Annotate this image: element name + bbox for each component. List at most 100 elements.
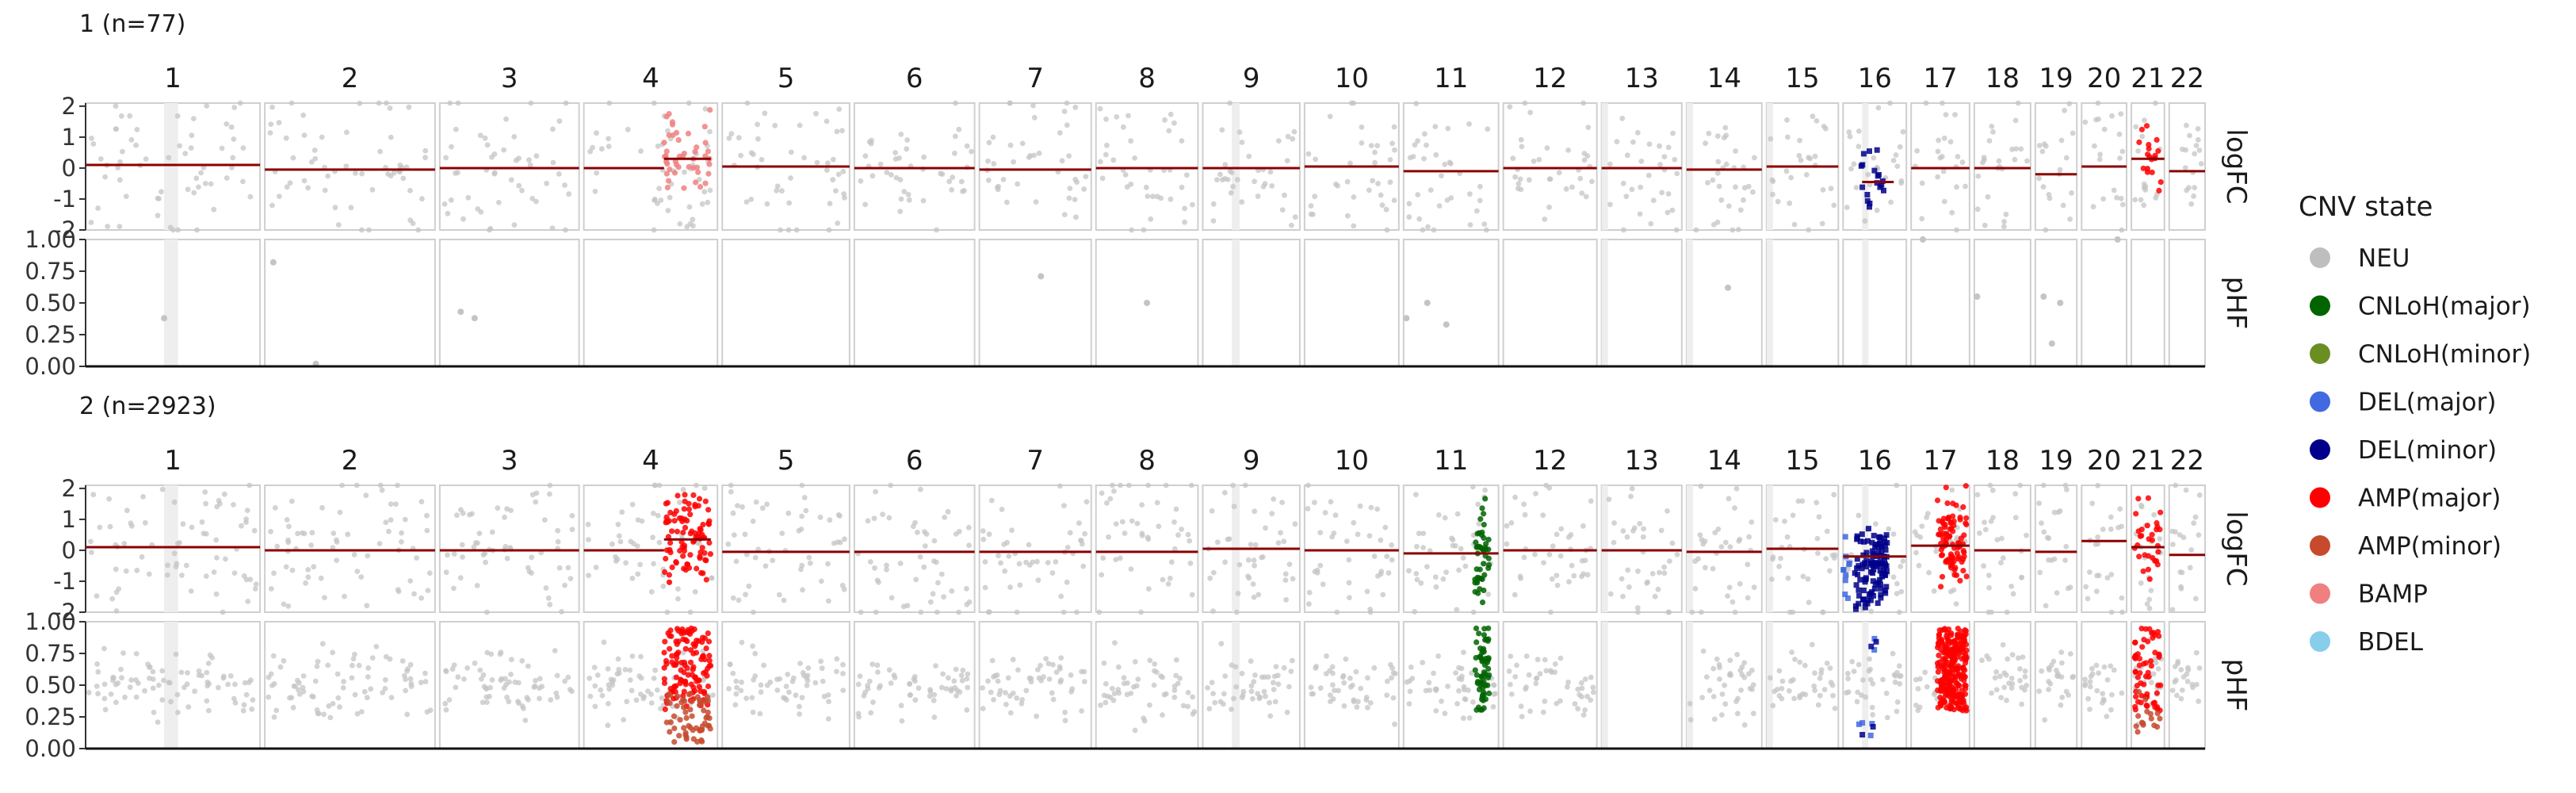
data-point	[897, 561, 904, 566]
data-point	[1408, 664, 1414, 670]
data-point	[1890, 158, 1897, 163]
data-point	[702, 140, 709, 146]
data-point	[219, 145, 225, 151]
data-point	[1472, 667, 1478, 673]
data-point	[1252, 542, 1259, 548]
data-point	[321, 711, 327, 718]
data-point	[107, 523, 113, 530]
data-point	[1867, 676, 1874, 683]
data-point	[1245, 573, 1251, 580]
data-point	[562, 182, 568, 188]
data-point	[106, 496, 113, 502]
centromere-band	[1601, 622, 1608, 749]
data-point	[664, 609, 671, 615]
data-point	[271, 714, 277, 720]
data-point	[1787, 200, 1793, 206]
data-point	[1124, 691, 1130, 698]
data-point	[948, 688, 954, 694]
data-point	[1703, 140, 1709, 147]
data-point	[2058, 649, 2065, 655]
data-point	[1867, 732, 1874, 738]
chromosome-label-7: 7	[1026, 63, 1044, 94]
data-point	[1579, 685, 1585, 691]
data-point	[671, 739, 678, 745]
data-point	[785, 510, 792, 516]
data-point	[113, 589, 120, 596]
data-point	[361, 688, 368, 695]
data-point	[1629, 485, 1635, 492]
data-point	[503, 116, 509, 122]
data-point	[888, 482, 893, 488]
chromosome-panel-18	[1973, 239, 2031, 367]
data-point	[455, 170, 461, 176]
data-point	[309, 530, 315, 536]
data-point	[839, 582, 846, 588]
data-point	[251, 527, 258, 534]
data-point	[1785, 575, 1791, 581]
data-point	[684, 638, 690, 645]
data-point	[710, 692, 716, 698]
data-point	[738, 152, 743, 159]
data-point	[1913, 703, 1919, 708]
data-point	[1177, 676, 1183, 681]
data-point	[1477, 197, 1483, 204]
data-point	[961, 187, 967, 193]
data-point	[1790, 609, 1796, 615]
data-point	[941, 594, 946, 600]
data-point	[1212, 699, 1218, 706]
data-point	[1122, 172, 1129, 178]
data-point	[1104, 500, 1110, 506]
data-point	[1477, 183, 1483, 190]
data-point	[762, 563, 769, 569]
data-point	[1703, 674, 1710, 680]
data-point	[1279, 500, 1285, 505]
data-point	[1941, 669, 1947, 676]
neutral-points-chr-1	[88, 482, 259, 615]
data-point	[1664, 209, 1671, 216]
data-point	[985, 158, 991, 164]
data-point	[319, 134, 325, 140]
data-point	[2145, 495, 2151, 501]
data-point	[687, 659, 694, 665]
neutral-points-chr-2	[268, 482, 433, 609]
data-point	[242, 680, 248, 686]
data-point	[949, 588, 955, 594]
data-point	[1481, 662, 1489, 668]
data-point	[2104, 677, 2111, 683]
data-point	[1853, 185, 1859, 190]
data-point	[651, 561, 656, 567]
cnv-points-del-major-	[1856, 635, 1878, 738]
data-point	[782, 695, 788, 701]
data-point	[726, 686, 732, 691]
data-point	[593, 565, 599, 570]
cnv-points-cnloh-major-	[1472, 625, 1492, 713]
data-point	[1772, 517, 1779, 523]
data-point	[1670, 130, 1676, 136]
data-point	[1890, 531, 1897, 537]
data-point	[1171, 120, 1177, 126]
data-point	[2093, 588, 2100, 595]
data-point	[901, 189, 908, 195]
data-point	[1961, 554, 1967, 560]
data-point	[774, 676, 780, 683]
data-point	[1330, 682, 1336, 688]
data-point	[339, 482, 345, 488]
data-point	[1741, 197, 1746, 203]
data-point	[164, 572, 170, 578]
data-point	[1033, 199, 1039, 205]
data-point	[1023, 559, 1029, 565]
data-point	[1646, 141, 1653, 147]
chromosome-label-20: 20	[2087, 445, 2121, 477]
data-point	[1110, 157, 1117, 163]
data-point	[1579, 694, 1584, 699]
data-point	[664, 697, 671, 703]
data-point	[2138, 719, 2145, 726]
data-point	[1871, 647, 1878, 653]
data-point	[1544, 145, 1550, 151]
legend-swatch-cnlohminor	[2310, 343, 2330, 364]
data-point	[1374, 143, 1381, 149]
data-point	[744, 100, 751, 106]
data-point	[569, 512, 575, 519]
data-point	[1431, 670, 1436, 676]
data-point	[1097, 105, 1103, 112]
